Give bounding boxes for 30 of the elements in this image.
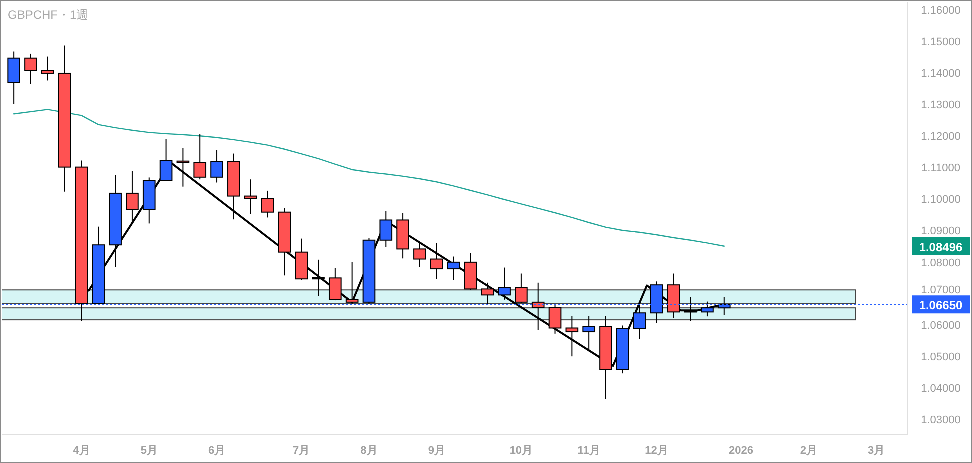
- y-tick-label: 1.09000: [921, 226, 961, 238]
- x-tick-label: 6月: [208, 445, 226, 457]
- y-tick-label: 1.16000: [921, 5, 961, 18]
- x-tick-label: 8月: [360, 445, 378, 457]
- y-tick-label: 1.04000: [921, 383, 961, 396]
- x-tick-label: 7月: [293, 445, 310, 457]
- text: 1.08496: [919, 240, 964, 254]
- y-tick-label: 1.12000: [921, 131, 961, 144]
- x-tick-label: 5月: [140, 445, 158, 457]
- y-tick-label: 1.05000: [921, 352, 961, 364]
- y-tick-label: 1.07000: [921, 284, 961, 297]
- x-tick-label: 2026: [729, 445, 754, 457]
- y-tick-label: 1.03000: [921, 414, 961, 427]
- x-tick-label: 9月: [428, 445, 446, 457]
- y-tick-label: 1.15000: [921, 36, 961, 49]
- y-tick-label: 1.11000: [922, 162, 960, 175]
- x-tick-label: 12月: [645, 445, 668, 457]
- line-series: [13, 109, 725, 247]
- x-tick-label: 4月: [73, 445, 90, 457]
- y-tick-label: 1.14000: [921, 68, 961, 80]
- y-tick-label: 1.06000: [921, 320, 961, 332]
- x-tick-label: 11月: [578, 445, 600, 457]
- text: GBPCHF・1週: [8, 8, 89, 22]
- y-tick-label: 1.13000: [921, 100, 961, 112]
- x-tick-label: 3月: [868, 445, 886, 457]
- y-tick-label: 1.08000: [921, 257, 961, 270]
- x-tick-label: 2月: [800, 445, 818, 457]
- ref-line-label: 1.06650: [919, 298, 964, 313]
- x-tick-label: 10月: [510, 445, 534, 457]
- y-tick-label: 1.10000: [921, 194, 961, 206]
